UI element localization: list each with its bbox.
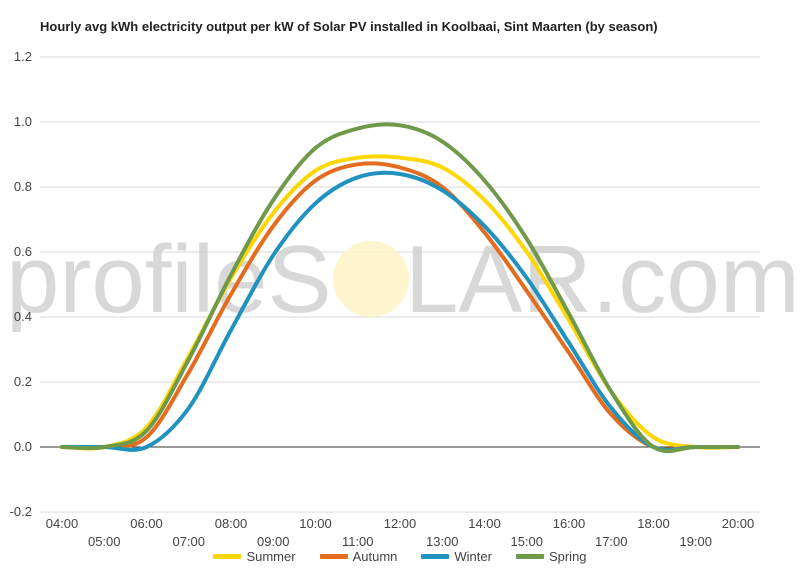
x-tick-label: 13:00 bbox=[426, 534, 459, 549]
x-tick-label: 14:00 bbox=[468, 516, 501, 531]
y-tick-label: 1.2 bbox=[14, 49, 32, 64]
x-tick-label: 07:00 bbox=[172, 534, 205, 549]
series-lines bbox=[60, 122, 740, 454]
x-tick-label: 10:00 bbox=[299, 516, 332, 531]
legend: Summer Autumn Winter Spring bbox=[0, 549, 800, 564]
series-line-autumn bbox=[60, 161, 740, 452]
x-tick-label: 09:00 bbox=[257, 534, 290, 549]
y-tick-label: -0.2 bbox=[10, 504, 32, 519]
x-tick-label: 18:00 bbox=[637, 516, 670, 531]
grid-lines bbox=[40, 56, 760, 513]
watermark-text-left: profileS bbox=[6, 226, 332, 333]
x-tick-label: 06:00 bbox=[130, 516, 163, 531]
watermark-text-right: LAR.com bbox=[405, 226, 800, 333]
x-tick-label: 19:00 bbox=[679, 534, 712, 549]
x-tick-label: 05:00 bbox=[88, 534, 121, 549]
x-tick-label: 08:00 bbox=[215, 516, 248, 531]
legend-swatch-winter bbox=[421, 554, 450, 559]
watermark: profileS LAR.com bbox=[6, 226, 800, 333]
y-tick-label: 0.6 bbox=[14, 244, 32, 259]
legend-item-spring[interactable]: Spring bbox=[515, 549, 587, 564]
x-tick-label: 12:00 bbox=[384, 516, 417, 531]
legend-swatch-autumn bbox=[319, 554, 348, 559]
x-tick-label: 17:00 bbox=[595, 534, 628, 549]
y-tick-label: 0.4 bbox=[14, 309, 32, 324]
legend-swatch-spring bbox=[515, 554, 544, 559]
legend-label-summer: Summer bbox=[246, 549, 296, 564]
watermark-sun-icon bbox=[333, 241, 409, 317]
y-tick-label: 0.0 bbox=[14, 439, 32, 454]
legend-swatch-summer bbox=[213, 554, 242, 559]
y-tick-label: 0.2 bbox=[14, 374, 32, 389]
legend-label-autumn: Autumn bbox=[352, 549, 398, 564]
legend-item-summer[interactable]: Summer bbox=[213, 549, 296, 564]
x-axis-ticks: 04:00 05:00 06:00 07:00 08:00 09:00 10:00 11:00… bbox=[46, 516, 755, 549]
legend-label-winter: Winter bbox=[454, 549, 492, 564]
legend-item-autumn[interactable]: Autumn bbox=[319, 549, 398, 564]
x-tick-label: 04:00 bbox=[46, 516, 79, 531]
series-line-winter bbox=[60, 170, 740, 452]
y-tick-label: 1.0 bbox=[14, 114, 32, 129]
y-axis-ticks: 1.2 1.0 0.8 0.6 0.4 0.2 0.0 -0.2 bbox=[10, 49, 32, 519]
x-tick-label: 15:00 bbox=[510, 534, 543, 549]
y-tick-label: 0.8 bbox=[14, 179, 32, 194]
chart-title: Hourly avg kWh electricity output per kW… bbox=[40, 19, 658, 34]
x-tick-label: 16:00 bbox=[553, 516, 586, 531]
x-tick-label: 11:00 bbox=[342, 534, 374, 549]
series-line-spring bbox=[60, 122, 740, 454]
x-tick-label: 20:00 bbox=[722, 516, 755, 531]
legend-label-spring: Spring bbox=[548, 549, 587, 564]
legend-item-winter[interactable]: Winter bbox=[421, 549, 492, 564]
